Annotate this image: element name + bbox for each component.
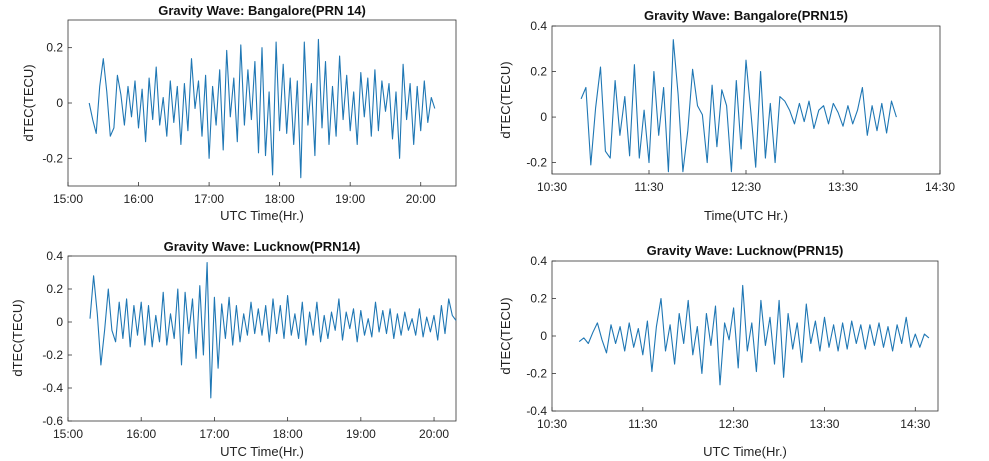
y-tick-label: 0.2 bbox=[530, 65, 547, 79]
y-tick-label: -0.4 bbox=[42, 381, 63, 395]
y-tick-label: -0.2 bbox=[526, 367, 547, 381]
x-axis-label: Time(UTC Hr.) bbox=[704, 208, 788, 223]
x-tick-label: 10:30 bbox=[537, 417, 567, 431]
panel-bangalore-prn15: Gravity Wave: Bangalore(PRN15) 10:30 11:3… bbox=[498, 8, 955, 223]
y-tick-label: -0.6 bbox=[42, 414, 63, 428]
x-tick-label: 15:00 bbox=[53, 427, 83, 441]
y-tick-label: -0.2 bbox=[42, 151, 63, 165]
x-tick-label: 11:30 bbox=[628, 417, 657, 431]
chart-title: Gravity Wave: Bangalore(PRN 14) bbox=[158, 3, 366, 18]
y-tick-label: -0.2 bbox=[42, 348, 63, 362]
y-axis-label: dTEC(TECU) bbox=[21, 64, 36, 141]
y-tick-label: 0 bbox=[540, 110, 547, 124]
x-tick-label: 19:00 bbox=[335, 192, 365, 206]
y-tick-label: 0.2 bbox=[46, 282, 63, 296]
x-tick-label: 16:00 bbox=[124, 192, 154, 206]
x-tick-label: 16:00 bbox=[126, 427, 156, 441]
chart-title: Gravity Wave: Bangalore(PRN15) bbox=[644, 8, 848, 23]
series-line bbox=[88, 38, 436, 179]
x-tick-label: 13:30 bbox=[828, 180, 858, 194]
x-tick-label: 20:00 bbox=[406, 192, 436, 206]
x-tick-label: 12:30 bbox=[719, 417, 749, 431]
series-line bbox=[580, 39, 897, 173]
y-tick-label: -0.4 bbox=[526, 404, 547, 418]
x-axis-label: UTC Time(Hr.) bbox=[220, 444, 304, 459]
x-tick-label: 10:30 bbox=[537, 180, 567, 194]
x-tick-label: 15:00 bbox=[53, 192, 83, 206]
series-line bbox=[578, 284, 930, 386]
x-tick-label: 18:00 bbox=[273, 427, 303, 441]
y-tick-label: 0 bbox=[56, 315, 63, 329]
x-tick-label: 13:30 bbox=[809, 417, 839, 431]
x-tick-label: 11:30 bbox=[634, 180, 663, 194]
x-tick-label: 12:30 bbox=[731, 180, 761, 194]
y-tick-label: 0 bbox=[56, 96, 63, 110]
series-line bbox=[89, 262, 457, 399]
y-tick-label: 0.4 bbox=[530, 254, 547, 268]
x-tick-label: 14:30 bbox=[900, 417, 930, 431]
x-tick-label: 19:00 bbox=[346, 427, 376, 441]
panel-lucknow-prn15: Gravity Wave: Lucknow(PRN15) 10:30 11:30 1… bbox=[498, 243, 939, 459]
y-axis-label: dTEC(TECU) bbox=[498, 61, 513, 138]
x-tick-label: 17:00 bbox=[194, 192, 224, 206]
y-tick-label: 0.2 bbox=[530, 292, 547, 306]
x-tick-label: 20:00 bbox=[419, 427, 449, 441]
chart-title: Gravity Wave: Lucknow(PRN15) bbox=[647, 243, 844, 258]
x-tick-label: 17:00 bbox=[199, 427, 229, 441]
x-axis-label: UTC Time(Hr.) bbox=[220, 208, 304, 223]
plot-area bbox=[67, 255, 457, 422]
y-tick-label: 0 bbox=[540, 329, 547, 343]
y-axis-label: dTEC(TECU) bbox=[10, 299, 25, 376]
x-tick-label: 14:30 bbox=[925, 180, 955, 194]
y-tick-label: -0.2 bbox=[526, 156, 547, 170]
y-axis-label: dTEC(TECU) bbox=[498, 297, 513, 374]
chart-title: Gravity Wave: Lucknow(PRN14) bbox=[164, 239, 361, 254]
panel-lucknow-prn14: Gravity Wave: Lucknow(PRN14) 15:00 16:00 1… bbox=[10, 239, 457, 459]
y-tick-label: 0.2 bbox=[46, 41, 63, 55]
panel-bangalore-prn14: Gravity Wave: Bangalore(PRN 14) 15:00 16:… bbox=[21, 3, 457, 223]
x-tick-label: 18:00 bbox=[265, 192, 295, 206]
y-tick-label: 0.4 bbox=[530, 19, 547, 33]
plot-area bbox=[551, 260, 939, 412]
x-axis-label: UTC Time(Hr.) bbox=[703, 444, 787, 459]
y-tick-label: 0.4 bbox=[46, 249, 63, 263]
